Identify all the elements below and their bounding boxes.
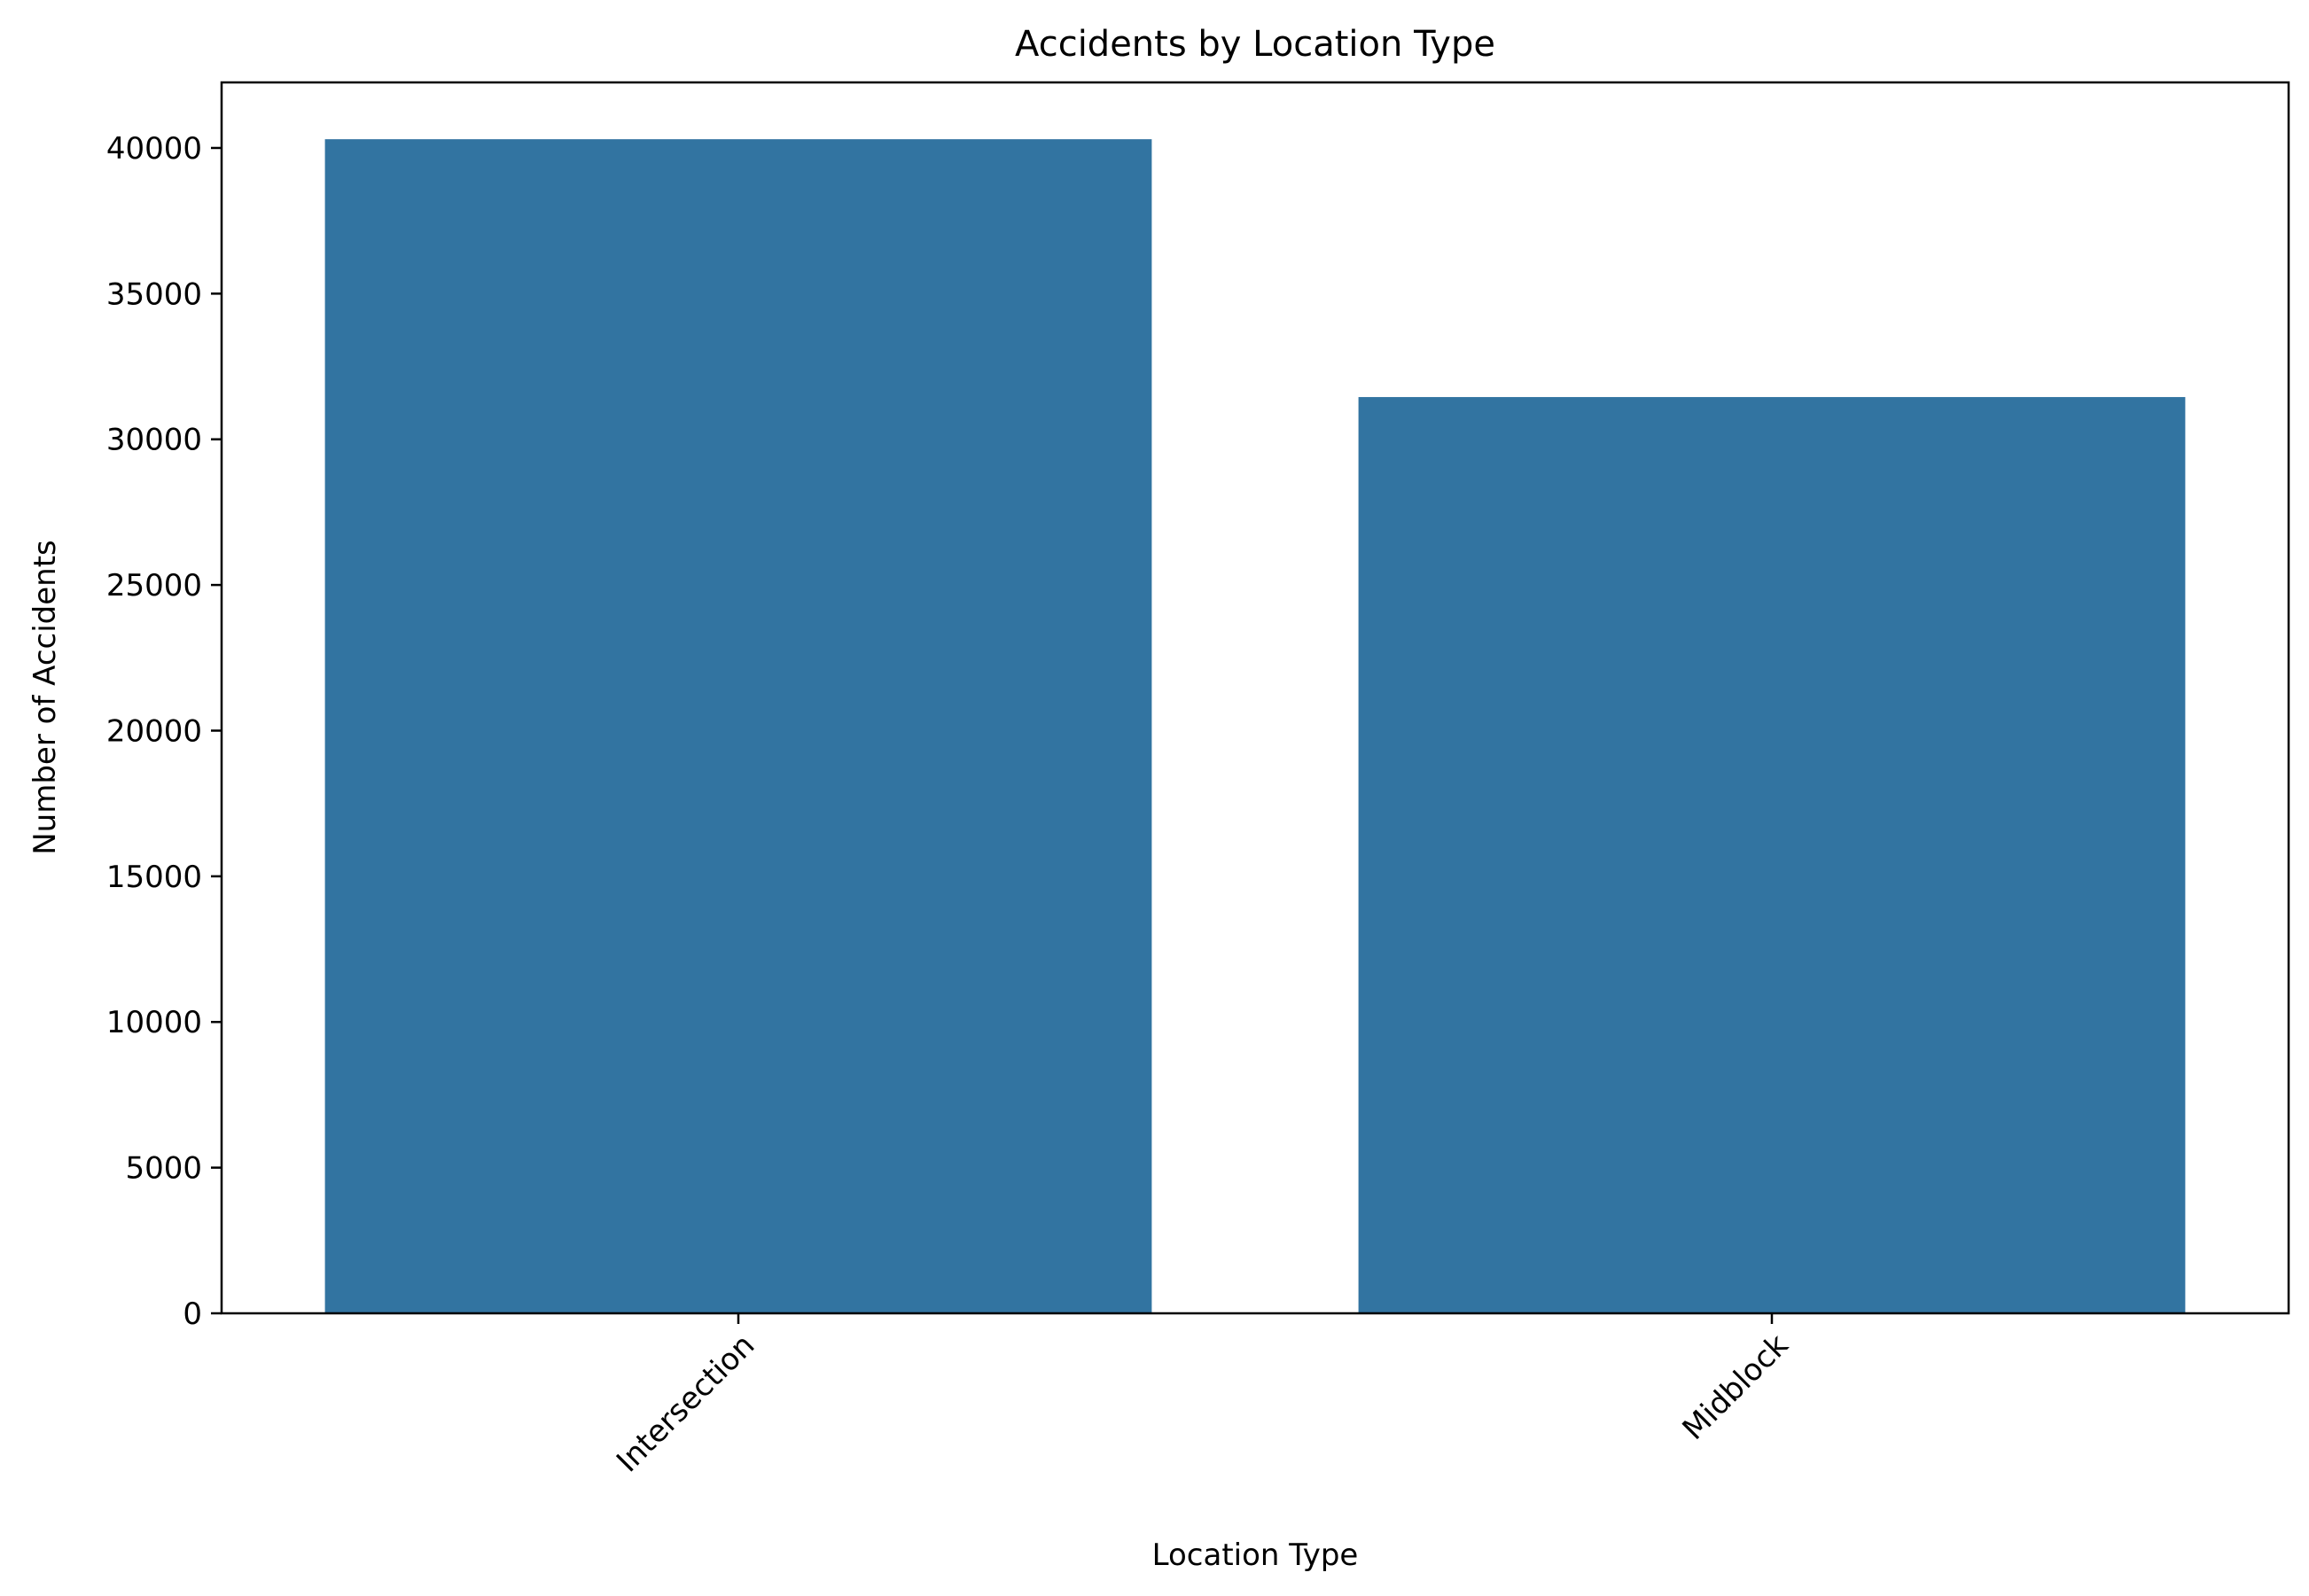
bar-intersection — [324, 139, 1152, 1314]
y-tick-label: 20000 — [106, 713, 202, 749]
plot-frame — [220, 81, 2290, 1315]
y-tick-label: 5000 — [125, 1151, 202, 1187]
y-tick-label: 10000 — [106, 1005, 202, 1040]
y-tick-label: 35000 — [106, 276, 202, 312]
y-axis-label: Number of Accidents — [27, 540, 63, 855]
bar-midblock — [1358, 397, 2186, 1313]
y-tick-label: 40000 — [106, 131, 202, 167]
x-axis-label: Location Type — [1152, 1538, 1359, 1573]
y-tick-label: 0 — [183, 1296, 202, 1332]
y-tick-label: 25000 — [106, 568, 202, 603]
bars-layer — [324, 139, 2186, 1314]
y-axis: 0 5000 10000 15000 20000 25000 30000 35000 40000 — [106, 131, 222, 1332]
chart-title: Accidents by Location Type — [1015, 24, 1495, 65]
y-tick-label: 15000 — [106, 860, 202, 895]
y-tick-label: 30000 — [106, 423, 202, 458]
